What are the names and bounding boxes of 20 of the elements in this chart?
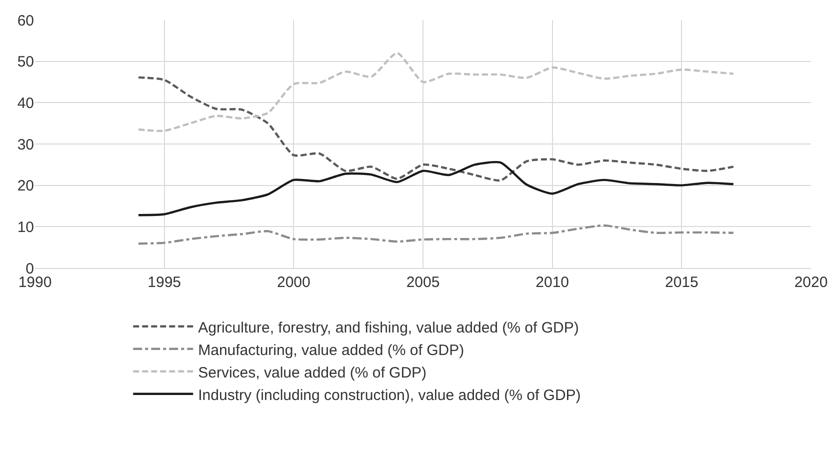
line-series bbox=[137, 224, 734, 245]
x-tick-label: 2020 bbox=[794, 274, 828, 291]
y-tick-label: 30 bbox=[17, 136, 34, 154]
y-tick-label: 50 bbox=[17, 54, 34, 71]
x-tick-label: 2000 bbox=[276, 274, 310, 291]
line-series bbox=[137, 161, 734, 216]
legend-label: Agriculture, forestry, and fishing, value added (% of GDP) bbox=[198, 319, 579, 336]
y-tick-label: 40 bbox=[17, 94, 34, 112]
line-series bbox=[137, 76, 734, 182]
x-tick-label: 2010 bbox=[536, 274, 570, 291]
y-tick-label: 10 bbox=[17, 218, 34, 236]
x-tick-label: 1995 bbox=[148, 274, 182, 291]
legend-label: Services, value added (% of GDP) bbox=[198, 364, 427, 382]
x-tick-label: 2015 bbox=[664, 274, 698, 291]
y-tick-label: 60 bbox=[17, 12, 34, 30]
legend-label: Industry (including construction), value added (% of GDP) bbox=[198, 386, 581, 404]
line-series bbox=[137, 52, 734, 132]
y-tick-label: 20 bbox=[17, 178, 34, 195]
legend-label: Manufacturing, value added (% of GDP) bbox=[198, 342, 464, 359]
x-tick-label: 2005 bbox=[406, 274, 440, 291]
